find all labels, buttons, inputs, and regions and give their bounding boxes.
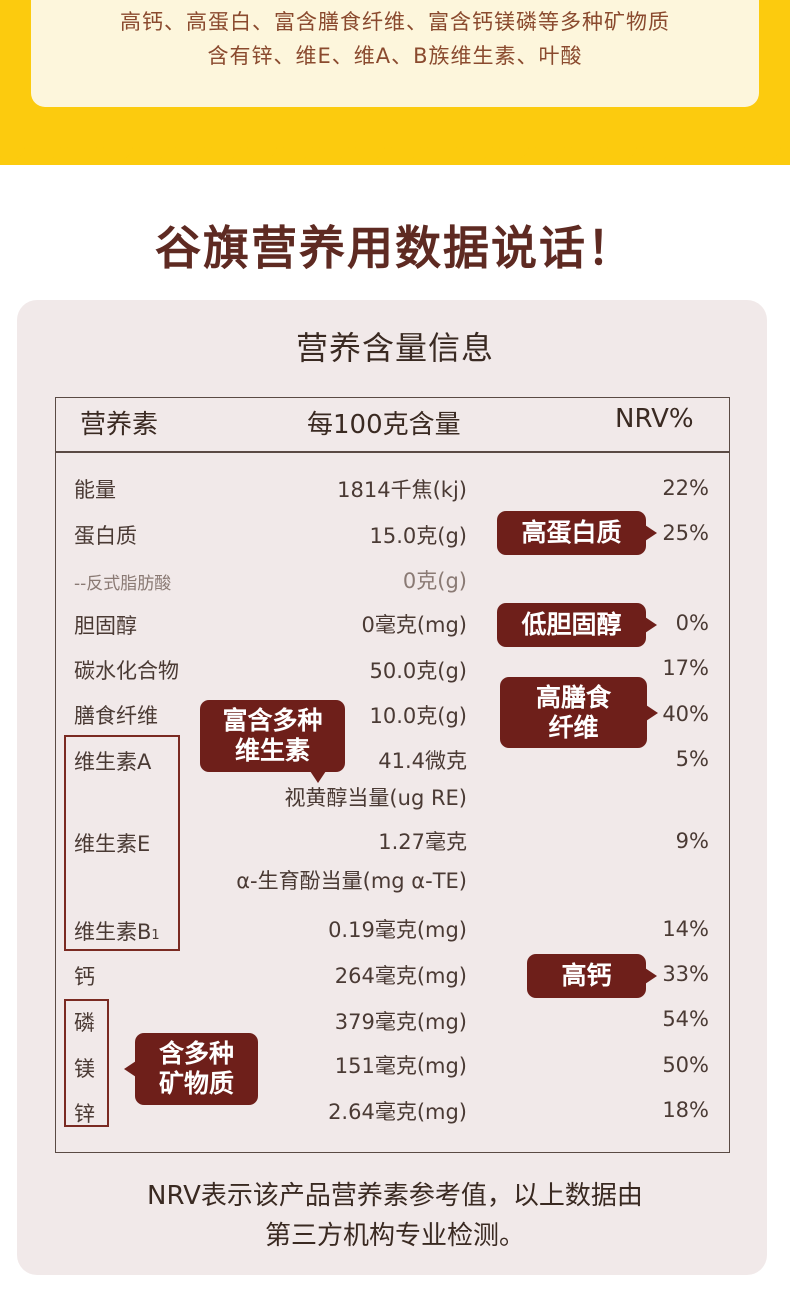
row-amount-vitamin-a: 41.4微克 bbox=[378, 749, 467, 773]
row-name-protein: 蛋白质 bbox=[74, 524, 137, 548]
headline: 谷旗营养用数据说话！ bbox=[155, 221, 635, 275]
tag-vitamins-line1: 富含多种 bbox=[222, 706, 323, 735]
tag-high-fiber: 高膳食 纤维 bbox=[500, 677, 658, 748]
tag-minerals-line1: 含多种 bbox=[158, 1039, 234, 1068]
row-name-zinc: 锌 bbox=[74, 1102, 95, 1126]
row-nrv-vitamin-b1: 14% bbox=[662, 917, 709, 941]
tag-vitamins-line2: 维生素 bbox=[234, 736, 310, 765]
row-amount-magnesium: 151毫克(mg) bbox=[334, 1054, 467, 1078]
row-amount-vitamin-e: 1.27毫克 bbox=[378, 830, 467, 854]
row-amount-trans-fat: 0克(g) bbox=[402, 569, 467, 593]
row-name-fiber: 膳食纤维 bbox=[74, 704, 158, 728]
vitamin-b-subscript: 1 bbox=[151, 928, 160, 943]
row-amount-fiber: 10.0克(g) bbox=[369, 704, 467, 728]
row-name-magnesium: 镁 bbox=[74, 1057, 95, 1081]
row-name-vitamin-b1: 维生素B1 bbox=[74, 916, 160, 946]
scallop-edge bbox=[0, 140, 790, 160]
row-name-vitamin-a: 维生素A bbox=[74, 750, 152, 774]
row-nrv-phosphorus: 54% bbox=[662, 1007, 709, 1031]
feature-line-2: 含有锌、维E、维A、B族维生素、叶酸 bbox=[207, 44, 583, 68]
tag-low-cholesterol: 低胆固醇 bbox=[497, 603, 657, 647]
tag-high-protein: 高蛋白质 bbox=[497, 511, 657, 555]
header-nutrient: 营养素 bbox=[80, 410, 159, 440]
tag-high-fiber-line1: 高膳食 bbox=[535, 682, 611, 712]
header-amount: 每100克含量 bbox=[307, 410, 461, 440]
row-nrv-carbohydrate: 17% bbox=[662, 656, 709, 680]
row-name-energy: 能量 bbox=[74, 478, 116, 502]
row-amount-calcium: 264毫克(mg) bbox=[334, 964, 467, 988]
row-nrv-fiber: 40% bbox=[662, 702, 709, 726]
header-divider bbox=[55, 451, 730, 453]
vitamins-highlight-box bbox=[64, 735, 180, 951]
panel-title: 营养含量信息 bbox=[295, 329, 494, 367]
row-amount-energy: 1814千焦(kj) bbox=[337, 478, 467, 502]
row-amount-cholesterol: 0毫克(mg) bbox=[361, 613, 467, 637]
row-nrv-protein: 25% bbox=[662, 521, 709, 545]
row-name-phosphorus: 磷 bbox=[74, 1011, 95, 1035]
tag-minerals: 含多种 矿物质 bbox=[124, 1033, 258, 1105]
row-amount-carbohydrate: 50.0克(g) bbox=[369, 659, 467, 683]
row-nrv-cholesterol: 0% bbox=[675, 611, 709, 635]
tag-minerals-line2: 矿物质 bbox=[158, 1069, 234, 1098]
row-amount-phosphorus: 379毫克(mg) bbox=[334, 1010, 467, 1034]
feature-card: 高钙、高蛋白、富含膳食纤维、富含钙镁磷等多种矿物质 含有锌、维E、维A、B族维生… bbox=[31, 0, 759, 107]
feature-line-1: 高钙、高蛋白、富含膳食纤维、富含钙镁磷等多种矿物质 bbox=[120, 10, 670, 34]
row-nrv-energy: 22% bbox=[662, 476, 709, 500]
nutrition-panel bbox=[17, 300, 767, 1275]
tag-vitamins: 富含多种 维生素 bbox=[200, 700, 345, 783]
vitamin-b-label: 维生素B bbox=[74, 920, 152, 944]
row-amount-zinc: 2.64毫克(mg) bbox=[328, 1100, 467, 1124]
row-name-trans-fat: --反式脂肪酸 bbox=[74, 574, 172, 594]
footnote-line-1: NRV表示该产品营养素参考值，以上数据由 bbox=[147, 1181, 643, 1211]
row-unit-vitamin-e: α-生育酚当量(mg α-TE) bbox=[236, 869, 467, 893]
footnote-line-2: 第三方机构专业检测。 bbox=[264, 1221, 525, 1251]
row-nrv-magnesium: 50% bbox=[662, 1053, 709, 1077]
row-nrv-calcium: 33% bbox=[662, 962, 709, 986]
tag-high-calcium: 高钙 bbox=[527, 954, 657, 998]
row-nrv-zinc: 18% bbox=[662, 1098, 709, 1122]
row-nrv-vitamin-e: 9% bbox=[675, 829, 709, 853]
minerals-highlight-box bbox=[64, 999, 109, 1127]
tag-high-fiber-line2: 纤维 bbox=[548, 712, 599, 742]
header-nrv: NRV% bbox=[615, 404, 694, 434]
row-nrv-vitamin-a: 5% bbox=[675, 747, 709, 771]
nutrition-table bbox=[55, 397, 730, 1153]
top-banner: 高钙、高蛋白、富含膳食纤维、富含钙镁磷等多种矿物质 含有锌、维E、维A、B族维生… bbox=[0, 0, 790, 165]
row-name-cholesterol: 胆固醇 bbox=[74, 614, 137, 638]
row-name-calcium: 钙 bbox=[74, 965, 95, 989]
row-unit-vitamin-a: 视黄醇当量(ug RE) bbox=[284, 786, 467, 810]
row-amount-vitamin-b1: 0.19毫克(mg) bbox=[328, 918, 467, 942]
row-name-vitamin-e: 维生素E bbox=[74, 832, 151, 856]
row-name-carbohydrate: 碳水化合物 bbox=[74, 659, 179, 683]
row-amount-protein: 15.0克(g) bbox=[369, 524, 467, 548]
